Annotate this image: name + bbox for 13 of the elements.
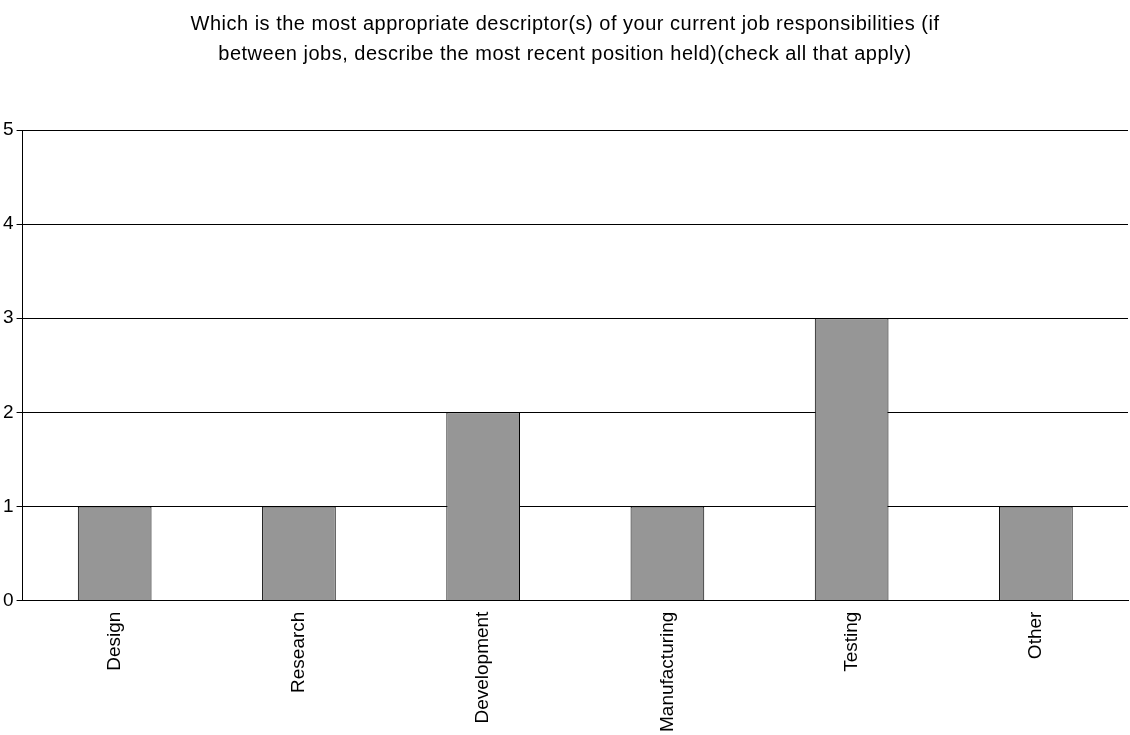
y-tick-label: 0 xyxy=(2,588,14,610)
y-tick-label: 3 xyxy=(2,306,14,328)
y-tick-label: 1 xyxy=(2,494,14,516)
x-tick-label: Manufacturing xyxy=(655,611,677,732)
x-tick-label: Testing xyxy=(839,611,861,672)
x-tick-label: Research xyxy=(287,611,309,693)
y-tick-label: 2 xyxy=(2,400,14,422)
chart-title: Which is the most appropriate descriptor(s) of your current job responsibilities (if between jobs, describe the most recent position held)(check all that apply) xyxy=(189,11,941,66)
y-tick-label: 5 xyxy=(2,118,14,140)
y-tick-label: 4 xyxy=(2,212,14,234)
x-tick-label: Other xyxy=(1024,610,1046,660)
x-tick-label: Design xyxy=(102,611,124,671)
x-tick-label: Development xyxy=(471,610,493,724)
